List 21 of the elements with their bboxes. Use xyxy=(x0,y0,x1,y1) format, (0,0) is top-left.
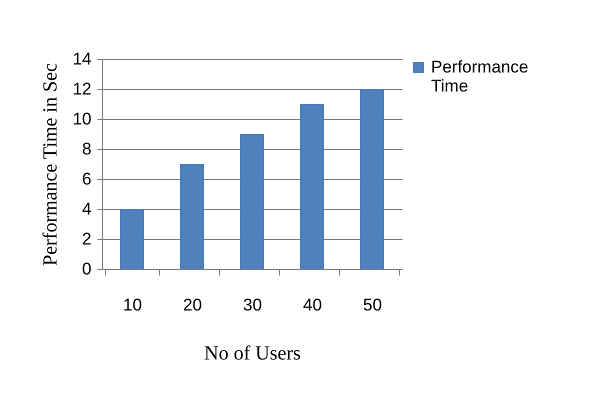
y-tick-label: 4 xyxy=(82,200,92,218)
x-tick-label: 30 xyxy=(243,296,262,314)
x-axis-title: No of Users xyxy=(204,342,302,364)
bar xyxy=(180,164,204,269)
y-tick-label: 10 xyxy=(72,110,92,128)
y-tick-label: 6 xyxy=(82,170,92,188)
x-tick-label: 10 xyxy=(123,296,142,314)
legend-label: Performance Time xyxy=(431,58,528,96)
y-tick-label: 12 xyxy=(72,80,92,98)
bar xyxy=(240,134,264,269)
bar xyxy=(120,209,144,269)
y-tick-label: 2 xyxy=(82,230,92,248)
y-tick-label: 14 xyxy=(72,50,92,68)
x-tick-label: 50 xyxy=(363,296,382,314)
bar xyxy=(360,89,384,269)
bar xyxy=(300,104,324,269)
x-tick-label: 40 xyxy=(303,296,322,314)
x-tick-label: 20 xyxy=(183,296,202,314)
y-axis-title: Performance Time in Sec xyxy=(40,63,62,266)
y-tick-label: 0 xyxy=(82,260,92,278)
y-tick-label: 8 xyxy=(82,140,92,158)
